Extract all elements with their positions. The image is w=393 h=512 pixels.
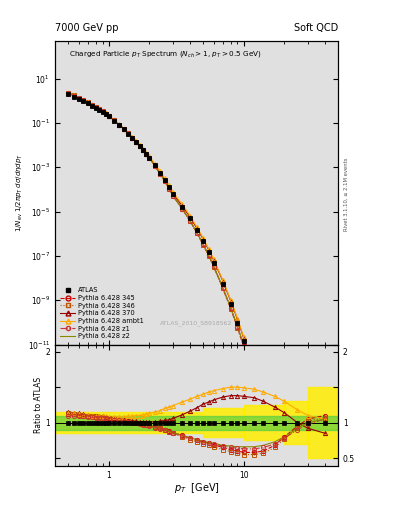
- Text: Charged Particle $p_T$ Spectrum ($N_{ch}>1,\,p_T>0.5$ GeV): Charged Particle $p_T$ Spectrum ($N_{ch}…: [69, 49, 262, 58]
- Text: ATLAS_2010_S8918562: ATLAS_2010_S8918562: [160, 321, 233, 326]
- X-axis label: $p_T$  [GeV]: $p_T$ [GeV]: [174, 481, 219, 495]
- Text: 7000 GeV pp: 7000 GeV pp: [55, 23, 119, 33]
- Text: Rivet 3.1.10, ≥ 2.1M events: Rivet 3.1.10, ≥ 2.1M events: [344, 158, 349, 231]
- Legend: ATLAS, Pythia 6.428 345, Pythia 6.428 346, Pythia 6.428 370, Pythia 6.428 ambt1,: ATLAS, Pythia 6.428 345, Pythia 6.428 34…: [58, 285, 145, 341]
- Y-axis label: $1/N_\mathrm{ev}\;1/2\pi p_T\;d\sigma/d\eta dp_T$: $1/N_\mathrm{ev}\;1/2\pi p_T\;d\sigma/d\…: [15, 153, 25, 232]
- Y-axis label: Ratio to ATLAS: Ratio to ATLAS: [34, 377, 42, 433]
- Text: Soft QCD: Soft QCD: [294, 23, 338, 33]
